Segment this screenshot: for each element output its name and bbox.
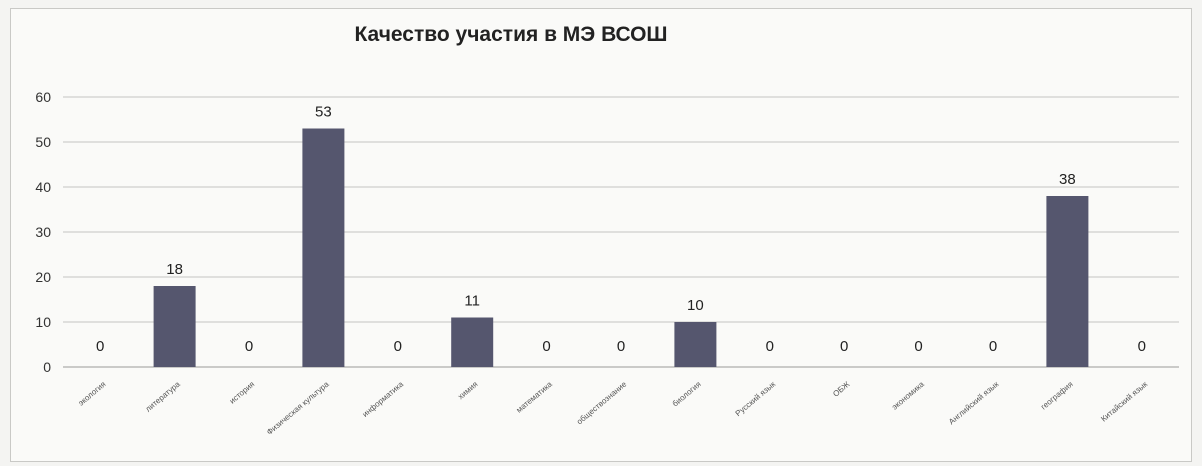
data-label: 0 [394, 338, 402, 355]
bar [451, 317, 494, 367]
bar [1046, 196, 1089, 367]
x-category-label: математика [515, 379, 555, 414]
chart-title: Качество участия в МЭ ВСОШ [354, 23, 668, 46]
data-label: 0 [989, 338, 997, 355]
x-category-label: информатика [361, 379, 406, 419]
data-label: 0 [1138, 338, 1146, 355]
data-label: 11 [464, 293, 480, 310]
data-label: 38 [1059, 171, 1076, 188]
bar-chart: 0 10 20 30 40 50 60 0 18 0 53 0 11 0 0 10 0 0 0 0 38 0 эколо… [35, 89, 1179, 437]
bar [153, 286, 196, 367]
x-category-label: ОБЖ [831, 379, 852, 398]
data-label: 0 [617, 338, 625, 355]
chart-frame: Качество участия в МЭ ВСОШ 0 10 20 30 40 50 60… [10, 8, 1192, 462]
x-category-label: химия [456, 380, 479, 402]
x-category-label: Китайский язык [1099, 379, 1149, 423]
x-category-label: экология [77, 380, 108, 408]
y-tick-label: 50 [35, 134, 51, 150]
data-label: 0 [914, 338, 922, 355]
data-label: 0 [840, 338, 848, 355]
x-category-label: Русский язык [734, 379, 778, 418]
data-label: 53 [315, 104, 332, 121]
data-label: 0 [96, 338, 104, 355]
x-category-label: экономика [890, 379, 926, 411]
data-label: 0 [245, 338, 253, 355]
x-category-label: Физическая культура [265, 379, 331, 436]
y-tick-label: 30 [35, 224, 51, 240]
x-category-label: биология [671, 380, 703, 409]
data-label: 0 [766, 338, 774, 355]
data-label: 10 [687, 297, 704, 314]
x-category-label: обществознание [575, 379, 629, 426]
y-tick-label: 10 [35, 314, 51, 330]
x-category-label: история [228, 380, 257, 406]
bar [674, 322, 717, 367]
bar [302, 128, 345, 367]
x-category-label: литература [144, 379, 183, 414]
y-tick-label: 20 [35, 269, 51, 285]
x-category-label: география [1039, 380, 1075, 412]
y-tick-label: 0 [43, 359, 51, 375]
data-label: 0 [542, 338, 550, 355]
data-label: 18 [166, 261, 183, 278]
y-tick-label: 60 [35, 89, 51, 105]
x-category-label: Английский язык [947, 379, 1001, 426]
y-tick-label: 40 [35, 179, 51, 195]
